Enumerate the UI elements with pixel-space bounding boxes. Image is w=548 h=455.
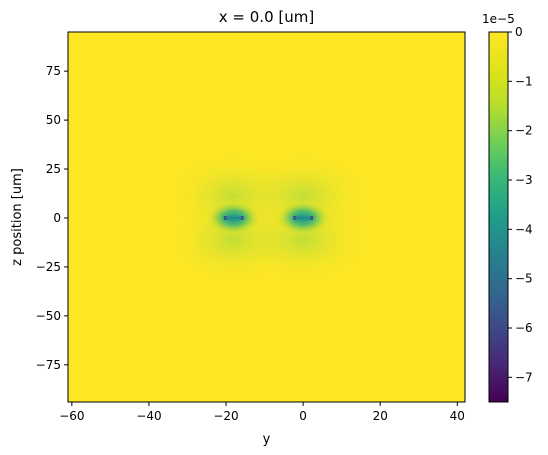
y-tick-label: 25 [46,162,61,176]
colorbar-tick-label: −6 [515,321,533,335]
x-tick-label: −60 [59,409,84,423]
y-tick-label: −50 [36,309,61,323]
heatmap-area [68,32,465,402]
colorbar-tick-label: −2 [515,124,533,138]
colorbar-tick-label: −4 [515,222,533,236]
colorbar-tick-label: 0 [515,25,523,39]
x-tick-label: 20 [373,409,388,423]
y-tick-label: −25 [36,260,61,274]
y-tick-label: −75 [36,358,61,372]
colorbar-scale-label: 1e−5 [482,12,515,26]
colorbar-tick-label: −7 [515,370,533,384]
y-tick-label: 0 [53,211,61,225]
y-tick-label: 50 [46,113,61,127]
colorbar-gradient [489,32,508,402]
colorbar: 0 −1 −2 −3 −4 −5 −6 −7 1e−5 [482,12,533,403]
y-tick-label: 75 [46,64,61,78]
x-tick-label: −20 [213,409,238,423]
chart-title: x = 0.0 [um] [219,8,314,26]
colorbar-frame [488,31,509,403]
x-axis-label: y [263,432,271,447]
plot-frame [67,31,466,403]
colorbar-tick-label: −5 [515,272,533,286]
x-tick-label: −40 [136,409,161,423]
x-tick-label: 0 [299,409,307,423]
colorbar-tick-label: −1 [515,74,533,88]
y-axis-label: z position [um] [10,168,25,266]
colorbar-tick-label: −3 [515,173,533,187]
field-lobe-lower [235,195,372,284]
x-tick-label: 40 [450,409,465,423]
